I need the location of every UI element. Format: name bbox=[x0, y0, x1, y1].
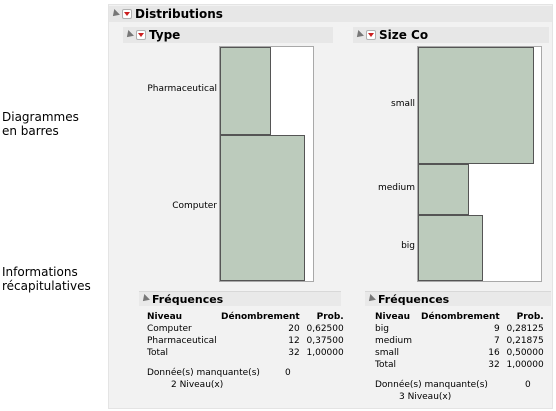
size-co-missing-info: Donnée(s) manquante(s) 0 bbox=[375, 379, 531, 391]
disclosure-icon[interactable] bbox=[124, 30, 134, 40]
disclosure-icon[interactable] bbox=[110, 9, 120, 19]
category-label: medium bbox=[378, 182, 415, 193]
cell-level: Pharmaceutical bbox=[147, 336, 217, 346]
red-triangle-menu-icon[interactable] bbox=[366, 30, 376, 40]
cell-count: 32 bbox=[488, 360, 500, 370]
freq-title: Fréquences bbox=[378, 292, 450, 306]
cell-count: 9 bbox=[494, 324, 500, 334]
cell-count: 7 bbox=[494, 336, 500, 346]
cell-prob: 1,00000 bbox=[306, 348, 344, 358]
bar-medium[interactable] bbox=[418, 164, 469, 216]
table-header-row: Niveau Dénombrement Prob. bbox=[147, 311, 344, 323]
type-freq-header[interactable]: Fréquences bbox=[139, 291, 341, 306]
cell-count: 12 bbox=[288, 336, 300, 346]
bar-big[interactable] bbox=[418, 215, 484, 281]
red-triangle-menu-icon[interactable] bbox=[122, 9, 132, 19]
table-row: Total 32 1,00000 bbox=[375, 359, 544, 371]
annotation-line: Diagrammes bbox=[2, 110, 79, 124]
bar-computer[interactable] bbox=[220, 134, 305, 281]
bar-pharmaceutical[interactable] bbox=[220, 47, 271, 135]
size-co-levels-count: 3 Niveau(x) bbox=[399, 392, 452, 402]
bar-small[interactable] bbox=[418, 47, 534, 164]
cell-prob: 0,50000 bbox=[506, 348, 544, 358]
distributions-header[interactable]: Distributions bbox=[109, 6, 552, 22]
disclosure-icon[interactable] bbox=[140, 294, 150, 304]
missing-label: Donnée(s) manquante(s) bbox=[375, 380, 488, 390]
missing-label: Donnée(s) manquante(s) bbox=[147, 368, 260, 378]
annotation-line: récapitulatives bbox=[2, 279, 91, 293]
column-header-level: Niveau bbox=[147, 312, 183, 322]
column-header-count: Dénombrement bbox=[421, 312, 500, 322]
annotation-bar-charts: Diagrammes en barres bbox=[2, 110, 79, 138]
table-row: small 16 0,50000 bbox=[375, 347, 544, 359]
size-co-bar-chart bbox=[417, 46, 542, 282]
cell-level: medium bbox=[375, 336, 412, 346]
annotation-line: Informations bbox=[2, 265, 78, 279]
table-row: Computer 20 0,62500 bbox=[147, 323, 344, 335]
cell-prob: 0,28125 bbox=[506, 324, 544, 334]
report-title: Distributions bbox=[135, 7, 223, 21]
annotation-line: en barres bbox=[2, 124, 59, 138]
category-label: Computer bbox=[172, 200, 217, 211]
column-header-prob: Prob. bbox=[316, 312, 344, 322]
red-triangle-menu-icon[interactable] bbox=[136, 30, 146, 40]
cell-level: Total bbox=[147, 348, 169, 358]
type-bar-chart bbox=[219, 46, 314, 282]
type-levels-count: 2 Niveau(x) bbox=[171, 380, 224, 390]
panel-title: Type bbox=[149, 28, 181, 42]
column-header-count: Dénombrement bbox=[221, 312, 300, 322]
category-label: big bbox=[401, 241, 415, 252]
category-label: Pharmaceutical bbox=[147, 83, 217, 94]
category-label: small bbox=[391, 98, 415, 109]
table-row: Pharmaceutical 12 0,37500 bbox=[147, 335, 344, 347]
table-header-row: Niveau Dénombrement Prob. bbox=[375, 311, 544, 323]
distributions-report: Distributions Type Pharmaceutical Compute… bbox=[108, 4, 553, 409]
missing-value: 0 bbox=[285, 368, 291, 378]
freq-title: Fréquences bbox=[152, 292, 224, 306]
annotation-summary: Informations récapitulatives bbox=[2, 265, 91, 293]
size-co-panel-header[interactable]: Size Co bbox=[353, 27, 549, 43]
cell-count: 16 bbox=[488, 348, 500, 358]
cell-prob: 0,62500 bbox=[306, 324, 344, 334]
table-row: Total 32 1,00000 bbox=[147, 347, 344, 359]
disclosure-icon[interactable] bbox=[354, 30, 364, 40]
cell-count: 32 bbox=[288, 348, 300, 358]
panel-title: Size Co bbox=[379, 28, 429, 42]
cell-level: Total bbox=[375, 360, 397, 370]
column-header-prob: Prob. bbox=[516, 312, 544, 322]
cell-prob: 0,21875 bbox=[506, 336, 544, 346]
cell-level: big bbox=[375, 324, 389, 334]
disclosure-icon[interactable] bbox=[366, 294, 376, 304]
size-co-freq-header[interactable]: Fréquences bbox=[365, 291, 551, 306]
type-missing-info: Donnée(s) manquante(s) 0 bbox=[147, 367, 291, 379]
cell-count: 20 bbox=[288, 324, 300, 334]
size-co-freq-table: Niveau Dénombrement Prob. big 9 0,28125 … bbox=[375, 311, 544, 371]
table-row: medium 7 0,21875 bbox=[375, 335, 544, 347]
missing-value: 0 bbox=[525, 380, 531, 390]
table-row: big 9 0,28125 bbox=[375, 323, 544, 335]
cell-level: Computer bbox=[147, 324, 192, 334]
cell-prob: 1,00000 bbox=[506, 360, 544, 370]
type-freq-table: Niveau Dénombrement Prob. Computer 20 0,… bbox=[147, 311, 344, 359]
column-header-level: Niveau bbox=[375, 312, 411, 322]
type-panel-header[interactable]: Type bbox=[123, 27, 333, 43]
cell-prob: 0,37500 bbox=[306, 336, 344, 346]
cell-level: small bbox=[375, 348, 399, 358]
